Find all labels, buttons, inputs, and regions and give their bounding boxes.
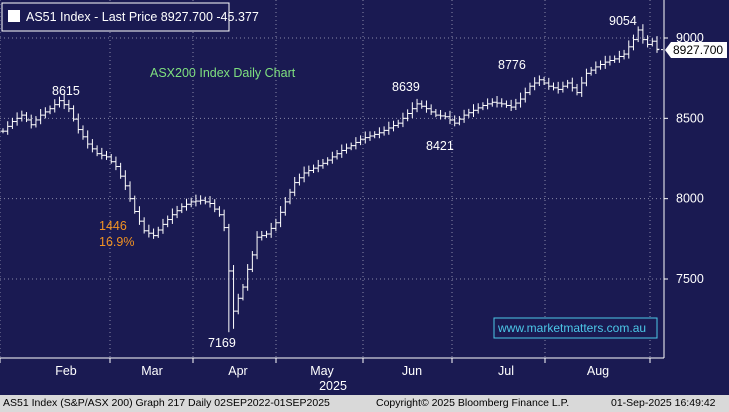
annotation-9054: 9054 (609, 14, 637, 28)
annotation-16.9pct: 16.9% (99, 235, 134, 249)
watermark-box (493, 317, 658, 339)
last-price-tag (665, 42, 727, 58)
footer-center: Copyright© 2025 Bloomberg Finance L.P. (376, 397, 570, 409)
y-tick-label: 9000 (676, 31, 704, 45)
chart-title: ASX200 Index Daily Chart (150, 66, 296, 80)
x-tick-label: Feb (55, 364, 77, 378)
watermark-text: www.marketmatters.com.au (497, 321, 646, 335)
x-tick-label: May (310, 364, 334, 378)
price-bars (0, 24, 660, 333)
y-tick-label: 7500 (676, 272, 704, 286)
y-tick-label: 8000 (676, 192, 704, 206)
x-tick-label: Aug (587, 364, 609, 378)
grid-lines (0, 0, 664, 358)
footer-bar: AS51 Index (S&P/ASX 200) Graph 217 Daily… (0, 395, 729, 412)
annotation-8776: 8776 (498, 58, 526, 72)
annotation-8639: 8639 (392, 80, 420, 94)
annotation-1446: 1446 (99, 219, 127, 233)
header-box (1, 2, 230, 32)
axes: 9000 8500 8000 7500 Feb Mar Apr May Jun Jul Aug 202… (0, 0, 704, 393)
x-tick-label: Mar (141, 364, 163, 378)
annotation-7169: 7169 (208, 336, 236, 350)
header-title: AS51 Index - Last Price 8927.700 -45.377 (26, 10, 259, 24)
x-year-label: 2025 (319, 379, 347, 393)
footer-left: AS51 Index (S&P/ASX 200) Graph 217 Daily… (3, 397, 330, 409)
price-chart: 9000 8500 8000 7500 Feb Mar Apr May Jun Jul Aug 202… (0, 0, 729, 395)
y-tick-label: 8500 (676, 111, 704, 125)
x-tick-label: Jul (498, 364, 514, 378)
annotation-8421: 8421 (426, 139, 454, 153)
x-tick-label: Apr (228, 364, 247, 378)
footer-right: 01-Sep-2025 16:49:42 (611, 397, 716, 409)
last-price-label: 8927.700 (673, 43, 723, 57)
x-tick-label: Jun (402, 364, 422, 378)
annotation-8615: 8615 (52, 84, 80, 98)
header-swatch (8, 10, 20, 22)
